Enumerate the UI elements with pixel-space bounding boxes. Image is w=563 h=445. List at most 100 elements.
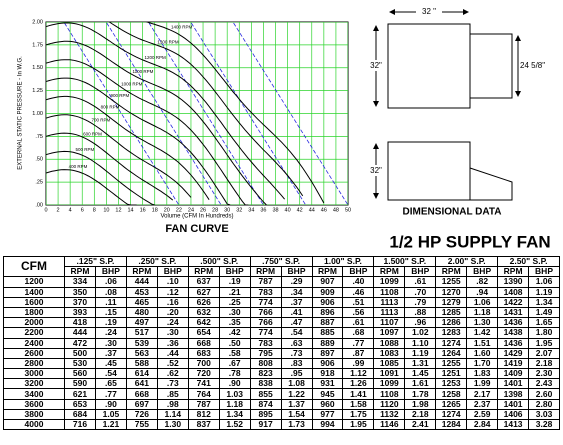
header-cell: RPM — [125, 266, 158, 278]
table-cell: 1200 — [3, 276, 65, 288]
table-cell: 917 — [249, 418, 282, 431]
fan-curve — [46, 22, 285, 200]
table-cell: 994 — [311, 418, 344, 431]
table-cell: 1.42 — [466, 327, 499, 339]
table-cell: 2600 — [3, 347, 65, 359]
rpm-label: 900 RPM — [110, 93, 129, 98]
table-cell: .06 — [94, 276, 127, 288]
dimension-label: 32" — [370, 61, 382, 70]
table-cell: .11 — [94, 296, 127, 308]
x-tick-label: 30 — [224, 207, 230, 213]
table-cell: .37 — [94, 347, 127, 359]
x-tick-label: 22 — [176, 207, 182, 213]
table-cell: 465 — [125, 296, 158, 308]
table-cell: 1.30 — [466, 317, 499, 329]
table-cell: 668 — [125, 388, 158, 400]
table-cell: .24 — [94, 327, 127, 339]
table-cell: 1251 — [435, 368, 468, 380]
table-cell: 1.78 — [404, 388, 437, 400]
x-tick-label: 8 — [93, 207, 96, 213]
system-line — [105, 22, 222, 205]
table-cell: 1097 — [373, 327, 406, 339]
fan-curve — [145, 22, 325, 204]
table-cell: 1.08 — [280, 378, 313, 390]
table-cell: 1.19 — [528, 286, 560, 298]
table-cell: 895 — [249, 408, 282, 421]
system-line — [63, 22, 180, 205]
table-cell: 3.03 — [528, 408, 560, 421]
y-tick-label: .75 — [35, 134, 43, 140]
table-cell: .34 — [280, 286, 313, 298]
table-cell: 1120 — [373, 398, 406, 410]
plot: 400 RPM 500 RPM 600 RPM 700 RPM 800 RPM 900 R… — [46, 22, 348, 205]
table-cell: 621 — [64, 388, 96, 400]
table-cell: 472 — [64, 337, 96, 349]
table-cell: 1.03 — [218, 388, 251, 400]
table-cell: 1113 — [373, 296, 406, 308]
table-cell: .61 — [404, 276, 437, 288]
table-cell: 1401 — [497, 398, 530, 410]
table-cell: 783 — [249, 337, 282, 349]
table-cell: 1436 — [497, 337, 530, 349]
table-cell: 2.18 — [404, 408, 437, 421]
table-cell: .51 — [342, 296, 375, 308]
table-cell: .37 — [280, 296, 313, 308]
table-cell: .44 — [156, 347, 189, 359]
table-cell: 787 — [249, 276, 282, 288]
header-cell: CFM — [3, 255, 65, 278]
table-cell: 1099 — [373, 378, 406, 390]
header-cell: BHP — [156, 266, 189, 278]
table-cell: 2200 — [3, 327, 65, 339]
rpm-label: 1400 RPM — [171, 25, 193, 30]
table-cell: .41 — [280, 306, 313, 319]
fan-curve — [46, 169, 137, 205]
table-cell: .25 — [218, 296, 251, 308]
table-cell: 812 — [187, 408, 220, 421]
fan-curve — [46, 95, 210, 200]
table-cell: .52 — [156, 357, 189, 370]
table-cell: 2000 — [3, 317, 65, 329]
header-cell: BHP — [342, 266, 375, 278]
table-cell: 1.18 — [466, 306, 499, 319]
table-cell: .30 — [94, 337, 127, 349]
table-cell: 1436 — [497, 317, 530, 329]
table-cell: 889 — [311, 337, 344, 349]
table-cell: .99 — [342, 357, 375, 370]
table-cell: 855 — [249, 388, 282, 400]
dimension-drawing — [373, 9, 521, 201]
x-tick-label: 34 — [248, 207, 254, 213]
y-tick-label: .50 — [35, 157, 43, 163]
table-cell: 632 — [187, 306, 220, 319]
table-cell: 1274 — [435, 337, 468, 349]
x-tick-label: 10 — [103, 207, 109, 213]
table-cell: 684 — [64, 408, 96, 421]
x-tick-label: 14 — [127, 207, 133, 213]
x-tick-label: 20 — [164, 207, 170, 213]
fan-curve — [46, 40, 267, 205]
table-cell: .15 — [94, 306, 127, 319]
x-tick-label: 24 — [188, 207, 194, 213]
label-bg — [416, 6, 442, 17]
table-cell: 1265 — [435, 398, 468, 410]
table-cell: .68 — [342, 327, 375, 339]
table-cell: 444 — [125, 276, 158, 288]
table-cell: .63 — [280, 337, 313, 349]
table-cell: .78 — [218, 368, 251, 380]
table-cell: 897 — [311, 347, 344, 359]
table-cell: 1.60 — [466, 347, 499, 359]
x-tick-label: 28 — [212, 207, 218, 213]
table-cell: 945 — [311, 388, 344, 400]
table-cell: 588 — [125, 357, 158, 370]
table-cell: 1.51 — [466, 337, 499, 349]
table-cell: 783 — [249, 286, 282, 298]
table-cell: .82 — [466, 276, 499, 288]
table-title: 1/2 HP SUPPLY FAN — [389, 232, 550, 251]
table-cell: 896 — [311, 306, 344, 319]
table-cell: 418 — [64, 317, 96, 329]
table-cell: 1.34 — [528, 296, 560, 308]
table-cell: .29 — [280, 276, 313, 288]
table-cell: 1279 — [435, 296, 468, 308]
dimension-label: 32 " — [422, 7, 436, 16]
table-cell: 1264 — [435, 347, 468, 359]
table-cell: 1.41 — [342, 388, 375, 400]
